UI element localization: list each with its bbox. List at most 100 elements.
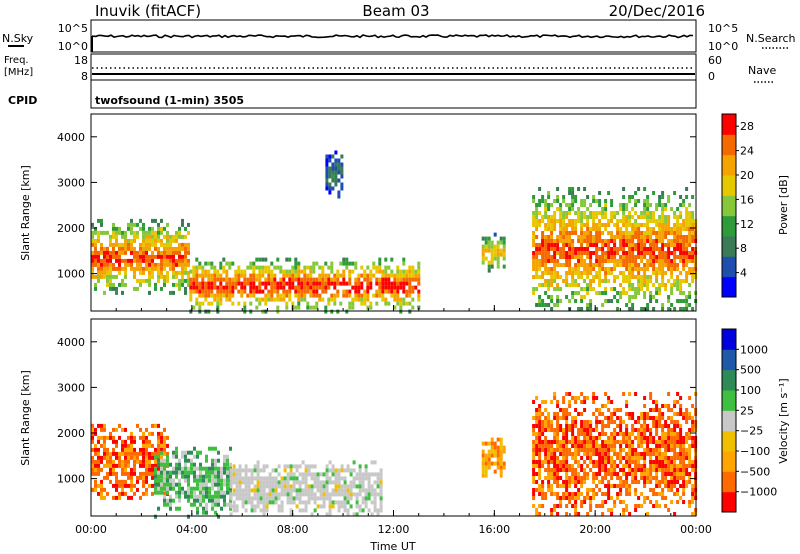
heatmap-cell xyxy=(318,293,322,298)
heatmap-cell xyxy=(556,504,560,508)
heatmap-cell xyxy=(622,484,626,488)
heatmap-cell xyxy=(637,235,641,239)
heatmap-cell xyxy=(244,508,248,513)
heatmap-cell xyxy=(255,289,259,294)
heatmap-cell xyxy=(204,261,208,266)
heatmap-cell xyxy=(688,231,692,235)
heatmap-cell xyxy=(109,278,112,283)
heatmap-cell xyxy=(607,271,611,275)
heatmap-cell xyxy=(562,195,566,199)
heatmap-cell xyxy=(571,440,575,444)
heatmap-cell xyxy=(352,480,356,485)
heatmap-cell xyxy=(106,230,109,235)
heatmap-cell xyxy=(172,262,175,267)
heatmap-cell xyxy=(535,452,539,456)
heatmap-cell xyxy=(271,492,275,497)
heatmap-cell xyxy=(556,424,560,428)
heatmap-cell xyxy=(307,468,311,473)
heatmap-cell xyxy=(396,285,400,290)
heatmap-cell xyxy=(387,285,391,290)
heatmap-cell xyxy=(270,293,274,298)
heatmap-cell xyxy=(240,289,244,294)
heatmap-cell xyxy=(417,293,421,298)
heatmap-cell xyxy=(178,258,181,263)
heatmap-cell xyxy=(187,270,190,275)
heatmap-cell xyxy=(172,498,175,503)
heatmap-cell xyxy=(262,488,266,493)
heatmap-cell xyxy=(541,480,545,484)
heatmap-cell xyxy=(379,484,383,489)
heatmap-cell xyxy=(124,443,127,448)
heatmap-cell xyxy=(655,408,659,412)
heatmap-cell xyxy=(628,243,632,247)
heatmap-cell xyxy=(175,494,178,499)
heatmap-cell xyxy=(613,408,617,412)
heatmap-cell xyxy=(682,480,686,484)
heatmap-cell xyxy=(157,478,160,483)
heatmap-cell xyxy=(226,482,229,487)
heatmap-cell xyxy=(130,443,133,448)
heatmap-cell xyxy=(216,277,220,282)
heatmap-cell xyxy=(628,255,632,259)
heatmap-cell xyxy=(175,462,178,467)
heatmap-cell xyxy=(405,269,409,274)
heatmap-cell xyxy=(217,498,220,503)
heatmap-cell xyxy=(490,264,494,269)
heatmap-cell xyxy=(547,448,551,452)
heatmap-cell xyxy=(148,431,151,436)
heatmap-cell xyxy=(619,283,623,287)
heatmap-cell xyxy=(673,191,677,195)
heatmap-cell xyxy=(414,273,418,278)
colorbar-swatch xyxy=(722,236,736,257)
heatmap-cell xyxy=(553,452,557,456)
heatmap-cell xyxy=(577,259,581,263)
heatmap-cell xyxy=(481,252,485,257)
heatmap-cell xyxy=(157,254,160,259)
heatmap-cell xyxy=(550,428,554,432)
heatmap-cell xyxy=(318,265,322,270)
heatmap-cell xyxy=(193,502,196,507)
heatmap-cell xyxy=(94,443,97,448)
heatmap-cell xyxy=(244,496,248,501)
heatmap-cell xyxy=(538,408,542,412)
heatmap-cell xyxy=(538,512,542,516)
heatmap-cell xyxy=(211,478,214,483)
heatmap-cell xyxy=(643,255,647,259)
heatmap-cell xyxy=(100,443,103,448)
heatmap-cell xyxy=(601,291,605,295)
heatmap-cell xyxy=(267,277,271,282)
heatmap-cell xyxy=(205,490,208,495)
heatmap-cell xyxy=(556,460,560,464)
heatmap-cell xyxy=(369,273,373,278)
heatmap-cell xyxy=(535,235,539,239)
heatmap-cell xyxy=(288,277,292,282)
heatmap-cell xyxy=(541,424,545,428)
heatmap-cell xyxy=(691,492,695,496)
heatmap-cell xyxy=(613,223,617,227)
heatmap-cell xyxy=(673,251,677,255)
heatmap-cell xyxy=(655,472,659,476)
heatmap-cell xyxy=(592,472,596,476)
heatmap-cell xyxy=(258,281,262,286)
heatmap-cell xyxy=(222,277,226,282)
heatmap-cell xyxy=(532,291,536,295)
heatmap-cell xyxy=(184,242,187,247)
heatmap-cell xyxy=(384,285,388,290)
heatmap-cell xyxy=(559,207,563,211)
heatmap-cell xyxy=(565,259,569,263)
heatmap-cell xyxy=(240,293,244,298)
heatmap-cell xyxy=(118,226,121,231)
heatmap-cell xyxy=(181,474,184,479)
heatmap-cell xyxy=(538,275,542,279)
heatmap-cell xyxy=(691,496,695,500)
heatmap-cell xyxy=(616,235,620,239)
heatmap-cell xyxy=(256,488,260,493)
heatmap-cell xyxy=(216,269,220,274)
heatmap-cell xyxy=(568,440,572,444)
heatmap-cell xyxy=(208,478,211,483)
heatmap-cell xyxy=(175,250,178,255)
heatmap-cell xyxy=(169,474,172,479)
heatmap-cell xyxy=(646,512,650,516)
heatmap-cell xyxy=(649,456,653,460)
heatmap-cell xyxy=(553,472,557,476)
